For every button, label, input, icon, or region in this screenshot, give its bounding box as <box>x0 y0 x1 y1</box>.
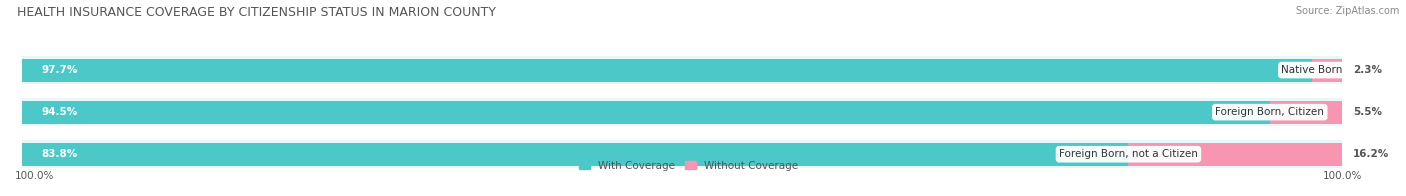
Text: 97.7%: 97.7% <box>41 65 77 75</box>
Bar <box>21 59 1312 82</box>
Bar <box>21 101 1270 124</box>
Text: Foreign Born, Citizen: Foreign Born, Citizen <box>1215 107 1324 117</box>
Bar <box>21 98 1343 126</box>
Bar <box>21 56 1343 84</box>
Text: 5.5%: 5.5% <box>1353 107 1382 117</box>
Text: Foreign Born, not a Citizen: Foreign Born, not a Citizen <box>1059 149 1198 159</box>
Text: 94.5%: 94.5% <box>41 107 77 117</box>
Text: 16.2%: 16.2% <box>1353 149 1389 159</box>
Bar <box>21 140 1343 168</box>
Legend: With Coverage, Without Coverage: With Coverage, Without Coverage <box>575 157 803 175</box>
Bar <box>21 143 1129 166</box>
Text: 2.3%: 2.3% <box>1353 65 1382 75</box>
Text: 83.8%: 83.8% <box>41 149 77 159</box>
Text: Source: ZipAtlas.com: Source: ZipAtlas.com <box>1295 6 1399 16</box>
Text: 100.0%: 100.0% <box>15 171 55 181</box>
Text: HEALTH INSURANCE COVERAGE BY CITIZENSHIP STATUS IN MARION COUNTY: HEALTH INSURANCE COVERAGE BY CITIZENSHIP… <box>17 6 496 19</box>
Text: Native Born: Native Born <box>1281 65 1343 75</box>
Bar <box>1312 59 1343 82</box>
Bar <box>1270 101 1343 124</box>
Text: 100.0%: 100.0% <box>1323 171 1362 181</box>
Bar <box>1129 143 1343 166</box>
